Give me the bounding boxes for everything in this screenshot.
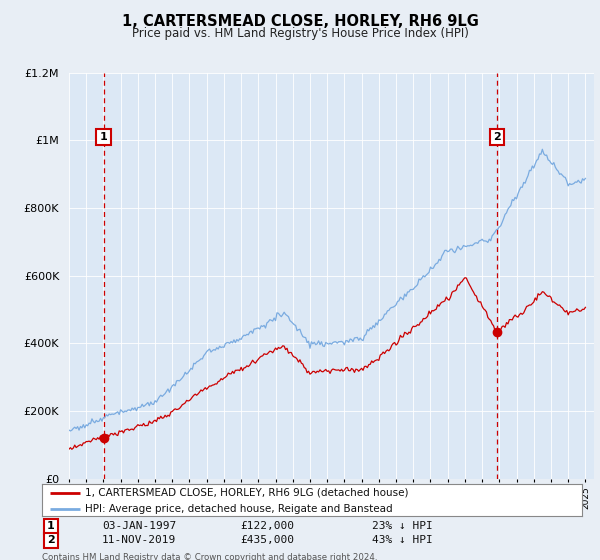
Text: 43% ↓ HPI: 43% ↓ HPI bbox=[372, 535, 433, 545]
Text: 1: 1 bbox=[47, 521, 55, 531]
Text: 03-JAN-1997: 03-JAN-1997 bbox=[102, 521, 176, 531]
Text: Price paid vs. HM Land Registry's House Price Index (HPI): Price paid vs. HM Land Registry's House … bbox=[131, 27, 469, 40]
Text: 1, CARTERSMEAD CLOSE, HORLEY, RH6 9LG: 1, CARTERSMEAD CLOSE, HORLEY, RH6 9LG bbox=[122, 14, 478, 29]
Text: 1: 1 bbox=[100, 132, 107, 142]
Text: £122,000: £122,000 bbox=[240, 521, 294, 531]
Text: Contains HM Land Registry data © Crown copyright and database right 2024.
This d: Contains HM Land Registry data © Crown c… bbox=[42, 553, 377, 560]
Text: 1, CARTERSMEAD CLOSE, HORLEY, RH6 9LG (detached house): 1, CARTERSMEAD CLOSE, HORLEY, RH6 9LG (d… bbox=[85, 488, 409, 498]
Text: 23% ↓ HPI: 23% ↓ HPI bbox=[372, 521, 433, 531]
Text: HPI: Average price, detached house, Reigate and Banstead: HPI: Average price, detached house, Reig… bbox=[85, 504, 393, 514]
Text: 2: 2 bbox=[493, 132, 501, 142]
Text: 11-NOV-2019: 11-NOV-2019 bbox=[102, 535, 176, 545]
Text: 2: 2 bbox=[47, 535, 55, 545]
Text: £435,000: £435,000 bbox=[240, 535, 294, 545]
